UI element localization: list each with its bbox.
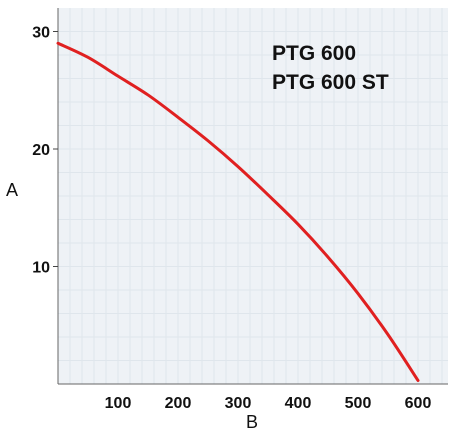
- x-axis-label: B: [246, 412, 258, 432]
- y-axis-label: A: [6, 180, 18, 200]
- series-line-1: [56, 41, 420, 382]
- y-tick-label: 30: [32, 25, 50, 42]
- y-tick-label: 10: [32, 260, 50, 277]
- x-tick-label: 600: [405, 395, 432, 412]
- grid: [58, 8, 448, 384]
- legend-entry-1: PTG 600: [272, 42, 356, 65]
- x-tick-label: 100: [105, 395, 132, 412]
- series-layer: [56, 41, 420, 382]
- x-tick-label: 500: [345, 395, 372, 412]
- axes: [57, 8, 448, 385]
- y-tick-label: 20: [32, 142, 50, 159]
- x-tick-label: 300: [225, 395, 252, 412]
- tick-labels: 10 20 30 100 200 300 400 500 600: [32, 25, 431, 413]
- legend-entry-2: PTG 600 ST: [272, 71, 389, 94]
- x-tick-label: 200: [165, 395, 192, 412]
- x-tick-label: 400: [285, 395, 312, 412]
